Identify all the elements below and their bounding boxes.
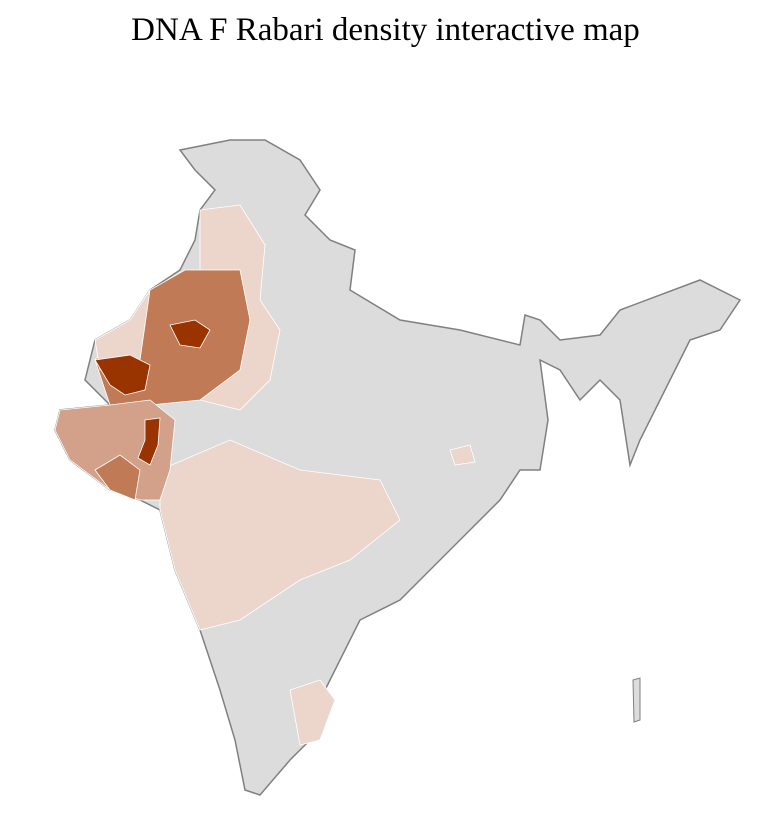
region-dark-1[interactable] xyxy=(94,354,151,396)
region-dark-3[interactable] xyxy=(137,417,161,466)
region-central-light[interactable] xyxy=(159,439,401,631)
region-saurashtra-mid[interactable] xyxy=(94,454,141,501)
map-title: DNA F Rabari density interactive map xyxy=(131,12,640,48)
region-dark-2[interactable] xyxy=(169,319,211,349)
region-east-light[interactable] xyxy=(449,444,476,466)
region-ap-light[interactable] xyxy=(289,679,336,746)
andaman-islands xyxy=(632,677,641,723)
